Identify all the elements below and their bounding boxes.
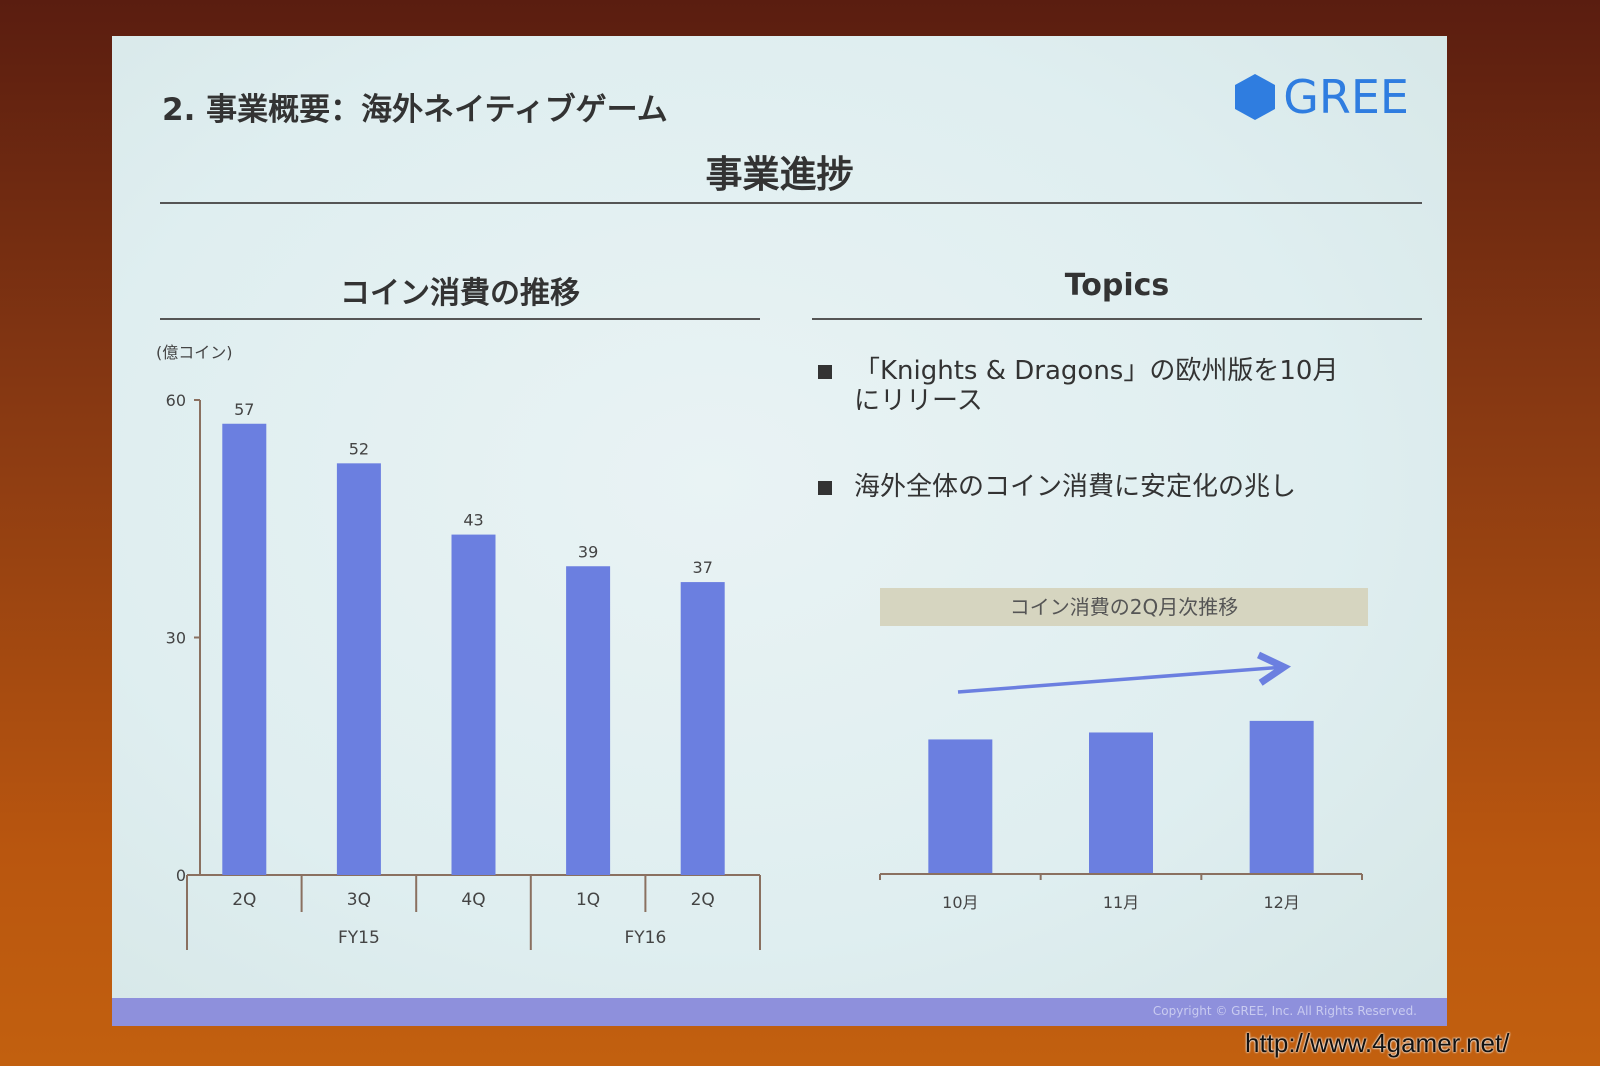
title-divider: [160, 202, 1422, 204]
charts-svg: (億コイン) 0 30 60 57 2Q 52 3Q 43 4Q 39 1Q 37 2Q FY15 FY16…: [156, 343, 1363, 950]
bar: [566, 566, 611, 875]
slide-subtitle: 事業進捗: [705, 153, 854, 196]
gree-logo: GREE: [1233, 70, 1409, 124]
bar: [1089, 732, 1153, 874]
watermark: http://www.4gamer.net/: [1245, 1028, 1510, 1058]
copyright-text: Copyright © GREE, Inc. All Rights Reserv…: [1152, 1004, 1417, 1018]
bar: [336, 463, 381, 875]
footer-bar: [112, 998, 1447, 1026]
bar: [1249, 720, 1314, 874]
x-tick-label: 12月: [1263, 893, 1299, 912]
slide-title: 2. 事業概要：海外ネイティブゲーム: [162, 92, 668, 128]
topic-text: 「Knights & Dragons」の欧州版を10月: [854, 356, 1339, 386]
x-tick-label: 4Q: [461, 890, 485, 910]
x-tick-label: 2Q: [232, 890, 256, 910]
main-chart: 0 30 60 57 2Q 52 3Q 43 4Q 39 1Q 37 2Q FY15 FY16: [166, 391, 761, 950]
chart-title: コイン消費の推移: [340, 276, 580, 311]
logo-text: GREE: [1283, 70, 1409, 124]
data-label: 37: [693, 558, 713, 577]
bar: [928, 739, 993, 874]
bar: [222, 423, 267, 875]
bullet-square-icon: [818, 365, 832, 379]
data-label: 52: [349, 439, 369, 458]
y-axis-label: (億コイン): [156, 343, 233, 362]
group-label: FY15: [338, 928, 380, 948]
bar: [451, 534, 496, 875]
mini-chart-title: コイン消費の2Q月次推移: [880, 588, 1368, 626]
topic-text: にリリース: [854, 386, 983, 416]
topic-item: 海外全体のコイン消費に安定化の兆し: [812, 472, 1296, 502]
slide: 2. 事業概要：海外ネイティブゲーム GREE 事業進捗 コイン消費の推移 To…: [112, 36, 1447, 1026]
chart-divider: [160, 318, 760, 320]
x-tick-label: 3Q: [347, 890, 371, 910]
y-tick-label: 30: [166, 629, 186, 648]
bullet-square-icon: [818, 481, 832, 495]
topics-divider: [812, 318, 1422, 320]
trend-arrow-icon: [957, 667, 1284, 694]
data-label: 43: [463, 511, 483, 530]
x-tick-label: 2Q: [691, 890, 715, 910]
mini-chart: 10月 11月 12月: [879, 667, 1363, 912]
x-tick-label: 1Q: [576, 890, 600, 910]
hexagon-logo-icon: [1235, 74, 1276, 120]
topics-heading: Topics: [1064, 268, 1170, 303]
topic-item: 「Knights & Dragons」の欧州版を10月 にリリース: [812, 356, 1338, 416]
group-label: FY16: [625, 928, 667, 948]
data-label: 39: [578, 542, 598, 561]
bar: [680, 582, 725, 875]
data-label: 57: [234, 400, 254, 419]
x-tick-label: 10月: [942, 893, 978, 912]
x-tick-label: 11月: [1103, 893, 1139, 912]
y-tick-label: 0: [176, 866, 186, 885]
topic-text: 海外全体のコイン消費に安定化の兆し: [854, 472, 1297, 502]
y-tick-label: 60: [166, 391, 186, 410]
